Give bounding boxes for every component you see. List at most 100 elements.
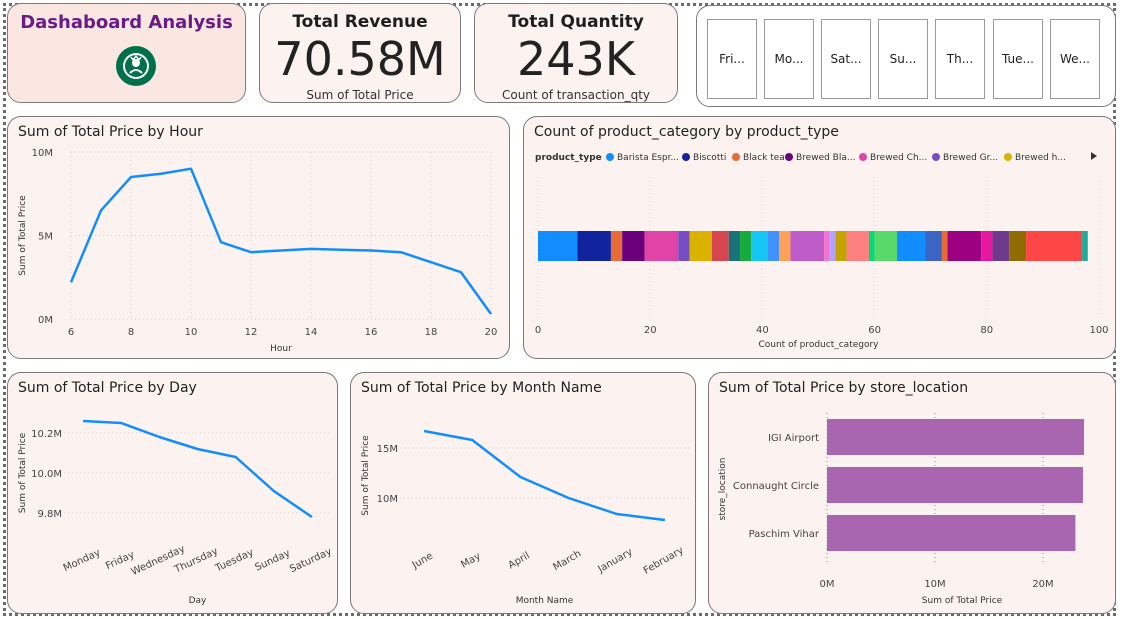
- x-tick-label: 20: [644, 325, 657, 336]
- x-tick-label: February: [642, 545, 686, 577]
- x-tick-label: 14: [305, 327, 318, 338]
- bar: [827, 467, 1083, 503]
- bar-segment: [779, 231, 791, 261]
- slicer-item-sunday[interactable]: Su...: [878, 19, 928, 99]
- legend-swatch: [932, 153, 940, 161]
- bar-segment: [874, 231, 898, 261]
- slicer-item-tuesday[interactable]: Tue...: [993, 19, 1043, 99]
- hour-chart-card: Sum of Total Price by Hour 0M 5M 10M 6 8 10 12…: [7, 116, 510, 359]
- x-tick-label: June: [410, 551, 435, 572]
- bar: [827, 515, 1076, 551]
- x-axis-label: Hour: [270, 344, 292, 354]
- x-tick-label: April: [507, 550, 532, 571]
- x-tick-label: 10: [185, 327, 198, 338]
- bar-segment: [610, 231, 623, 261]
- x-tick-label: 8: [128, 327, 134, 338]
- bar-segment: [1082, 231, 1088, 261]
- legend-item: Biscotti: [693, 153, 726, 163]
- total-revenue-card: Total Revenue 70.58M Sum of Total Price: [259, 3, 461, 103]
- bar-segment: [739, 231, 752, 261]
- product-chart-title: Count of product_category by product_typ…: [534, 124, 839, 140]
- bar-segment: [689, 231, 712, 261]
- series-line: [83, 419, 313, 519]
- y-tick-label: 0M: [38, 315, 53, 326]
- bar: [827, 419, 1085, 455]
- y-tick-label: 10M: [32, 148, 53, 159]
- bar-segment: [981, 231, 993, 261]
- store-bar-chart: 0M 10M 20M IGI Airport Connaught Circle Pasch…: [718, 413, 1085, 606]
- month-chart-card: Sum of Total Price by Month Name 10M 15M J…: [350, 372, 696, 614]
- product-chart-card: Count of product_category by product_typ…: [523, 116, 1116, 359]
- bar-segment: [829, 231, 836, 261]
- slicer-item-wednesday[interactable]: We...: [1050, 19, 1100, 99]
- x-tick-label: Tuesday: [213, 547, 256, 575]
- legend-item: Brewed Gr...: [943, 153, 998, 163]
- legend-swatch: [732, 153, 740, 161]
- day-slicer: Fri... Mo... Sat... Su... Th... Tue... W…: [696, 5, 1116, 107]
- y-tick-label: 10.0M: [31, 469, 62, 480]
- x-tick-label: 12: [245, 327, 258, 338]
- hour-chart-title: Sum of Total Price by Hour: [18, 124, 203, 140]
- month-chart-title: Sum of Total Price by Month Name: [361, 380, 602, 396]
- legend-swatch: [682, 153, 690, 161]
- legend-swatch: [606, 153, 614, 161]
- x-tick-label: 20M: [1032, 579, 1053, 590]
- bar-segment: [711, 231, 729, 261]
- product-stacked-bar-chart: product_type Barista Espr... Biscotti Black…: [535, 152, 1109, 350]
- total-revenue-title: Total Revenue: [292, 12, 428, 32]
- x-axis-label: Sum of Total Price: [922, 596, 1003, 606]
- x-tick-label: 16: [365, 327, 378, 338]
- legend-item: Barista Espr...: [617, 153, 679, 163]
- x-tick-label: 100: [1089, 325, 1108, 336]
- legend-item: Brewed Bla...: [796, 153, 855, 163]
- bar-segment: [728, 231, 740, 261]
- x-tick-label: Sunday: [253, 548, 292, 574]
- y-tick-label: 15M: [377, 444, 398, 455]
- x-axis-label: Day: [189, 596, 207, 606]
- y-tick-label: 9.8M: [37, 509, 62, 520]
- bar-segment: [947, 231, 982, 261]
- bar-segment: [790, 231, 825, 261]
- bar-segment: [846, 231, 869, 261]
- series-line: [69, 167, 493, 315]
- bar-segment: [897, 231, 926, 261]
- store-chart-card: Sum of Total Price by store_location 0M 1…: [708, 372, 1116, 614]
- bar-segment: [925, 231, 942, 261]
- total-quantity-value: 243K: [517, 32, 635, 86]
- series-line: [423, 429, 666, 522]
- slicer-item-saturday[interactable]: Sat...: [821, 19, 871, 99]
- bar-segment: [835, 231, 847, 261]
- total-quantity-subtitle: Count of transaction_qty: [501, 88, 651, 102]
- x-tick-label: Saturday: [288, 546, 334, 575]
- bar-segment: [678, 231, 690, 261]
- bar-segment: [538, 231, 578, 261]
- bar-segment: [768, 231, 780, 261]
- x-tick-label: 40: [756, 325, 769, 336]
- total-revenue-subtitle: Sum of Total Price: [306, 88, 414, 102]
- x-tick-label: 10M: [924, 579, 945, 590]
- bar-segment: [1026, 231, 1083, 261]
- bar-segment: [622, 231, 645, 261]
- x-axis-label: Month Name: [516, 596, 574, 606]
- legend-item: Black tea: [743, 153, 785, 163]
- slicer-item-friday[interactable]: Fri...: [707, 19, 757, 99]
- x-tick-label: 6: [68, 327, 74, 338]
- dashboard-title-card: Dashaboard Analysis: [7, 3, 246, 103]
- legend-item: Brewed Ch...: [870, 153, 927, 163]
- legend-swatch: [1004, 153, 1012, 161]
- x-tick-label: 20: [485, 327, 498, 338]
- y-tick-label: IGI Airport: [768, 433, 819, 444]
- slicer-item-thursday[interactable]: Th...: [935, 19, 985, 99]
- legend-swatch: [785, 153, 793, 161]
- y-axis-label: Sum of Total Price: [18, 195, 28, 276]
- y-tick-label: Connaught Circle: [733, 481, 819, 492]
- legend-swatch: [859, 153, 867, 161]
- y-tick-label: 10M: [377, 494, 398, 505]
- slicer-item-monday[interactable]: Mo...: [764, 19, 814, 99]
- x-tick-label: 60: [868, 325, 881, 336]
- x-tick-label: 80: [980, 325, 993, 336]
- y-tick-label: 10.2M: [31, 429, 62, 440]
- legend-next-icon: [1091, 152, 1097, 160]
- total-quantity-card: Total Quantity 243K Count of transaction…: [474, 3, 678, 103]
